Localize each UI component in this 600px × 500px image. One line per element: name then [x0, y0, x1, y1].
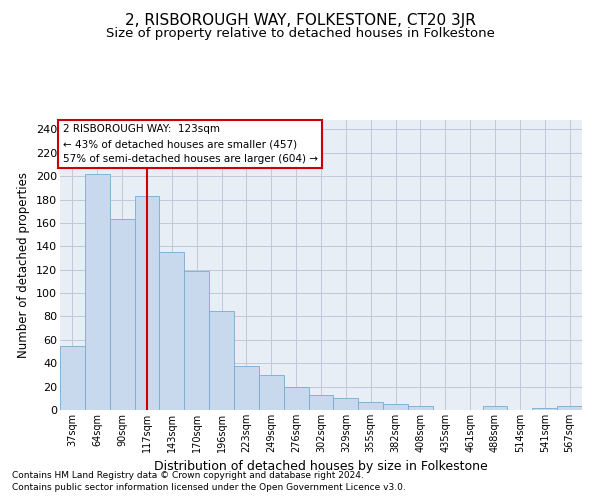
Y-axis label: Number of detached properties: Number of detached properties	[17, 172, 31, 358]
Bar	[308, 395, 334, 410]
Bar	[408, 406, 433, 410]
Bar	[383, 404, 408, 410]
X-axis label: Distribution of detached houses by size in Folkestone: Distribution of detached houses by size …	[154, 460, 488, 473]
Bar	[160, 252, 184, 410]
Bar	[284, 386, 308, 410]
Bar	[134, 196, 160, 410]
Bar	[234, 366, 259, 410]
Text: 2 RISBOROUGH WAY:  123sqm
← 43% of detached houses are smaller (457)
57% of semi: 2 RISBOROUGH WAY: 123sqm ← 43% of detach…	[62, 124, 317, 164]
Bar	[184, 271, 209, 410]
Bar	[110, 220, 134, 410]
Text: Contains public sector information licensed under the Open Government Licence v3: Contains public sector information licen…	[12, 483, 406, 492]
Text: Size of property relative to detached houses in Folkestone: Size of property relative to detached ho…	[106, 28, 494, 40]
Bar	[358, 402, 383, 410]
Bar	[334, 398, 358, 410]
Bar	[85, 174, 110, 410]
Bar	[482, 406, 508, 410]
Text: Contains HM Land Registry data © Crown copyright and database right 2024.: Contains HM Land Registry data © Crown c…	[12, 470, 364, 480]
Bar	[532, 408, 557, 410]
Bar	[60, 346, 85, 410]
Text: 2, RISBOROUGH WAY, FOLKESTONE, CT20 3JR: 2, RISBOROUGH WAY, FOLKESTONE, CT20 3JR	[125, 12, 475, 28]
Bar	[209, 310, 234, 410]
Bar	[259, 375, 284, 410]
Bar	[557, 406, 582, 410]
